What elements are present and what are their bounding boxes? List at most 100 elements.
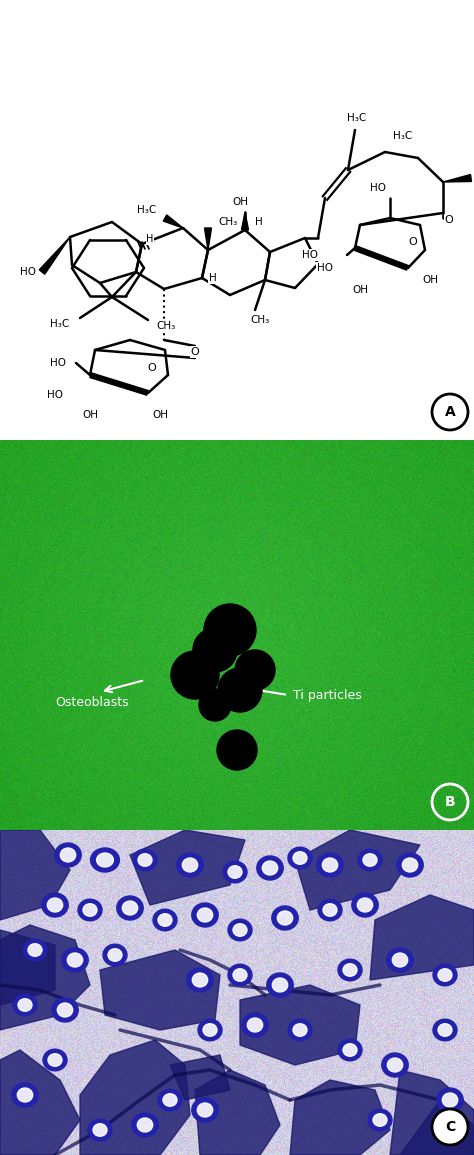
Text: CH₃: CH₃ <box>219 217 237 228</box>
Text: H₃C: H₃C <box>137 204 156 215</box>
Polygon shape <box>370 895 474 979</box>
Polygon shape <box>400 1100 474 1155</box>
Ellipse shape <box>288 1019 312 1041</box>
Ellipse shape <box>17 1088 33 1102</box>
Polygon shape <box>0 830 70 921</box>
Ellipse shape <box>438 969 452 982</box>
Text: CH₃: CH₃ <box>250 315 270 325</box>
Polygon shape <box>0 930 55 1005</box>
Ellipse shape <box>197 1103 213 1117</box>
Ellipse shape <box>137 1118 153 1132</box>
Ellipse shape <box>382 1053 408 1076</box>
Ellipse shape <box>247 1018 263 1033</box>
Text: HO: HO <box>50 358 66 368</box>
Polygon shape <box>443 174 472 182</box>
Ellipse shape <box>78 900 102 921</box>
Ellipse shape <box>67 953 82 967</box>
Text: CH₃: CH₃ <box>156 321 176 331</box>
Text: HO: HO <box>302 249 318 260</box>
Ellipse shape <box>47 897 63 912</box>
Ellipse shape <box>48 1053 62 1066</box>
Polygon shape <box>100 951 220 1030</box>
Polygon shape <box>39 237 70 274</box>
Ellipse shape <box>322 858 337 872</box>
Text: H: H <box>255 217 263 228</box>
Ellipse shape <box>402 858 418 872</box>
Ellipse shape <box>317 854 343 877</box>
Ellipse shape <box>93 1124 107 1137</box>
Ellipse shape <box>192 903 218 927</box>
Ellipse shape <box>138 854 152 866</box>
Text: O: O <box>445 215 453 225</box>
Polygon shape <box>240 985 360 1065</box>
Ellipse shape <box>158 1089 182 1111</box>
Ellipse shape <box>338 959 362 981</box>
Text: C: C <box>445 1120 455 1134</box>
Text: O: O <box>409 237 418 247</box>
Circle shape <box>432 1109 468 1145</box>
Ellipse shape <box>132 1113 158 1137</box>
Ellipse shape <box>277 911 293 925</box>
Polygon shape <box>130 830 245 906</box>
Ellipse shape <box>397 854 423 877</box>
Circle shape <box>199 690 231 721</box>
Ellipse shape <box>103 944 127 966</box>
Ellipse shape <box>13 994 37 1015</box>
Ellipse shape <box>288 848 312 869</box>
Ellipse shape <box>57 1003 73 1018</box>
Ellipse shape <box>97 854 113 867</box>
Circle shape <box>235 650 275 690</box>
Ellipse shape <box>338 1040 362 1060</box>
Circle shape <box>193 628 237 672</box>
Ellipse shape <box>198 1019 222 1041</box>
Ellipse shape <box>197 908 213 922</box>
Text: HO: HO <box>317 263 333 273</box>
Text: H: H <box>146 234 154 244</box>
Ellipse shape <box>442 1093 458 1106</box>
Ellipse shape <box>228 866 242 878</box>
Polygon shape <box>164 215 183 228</box>
Ellipse shape <box>223 862 247 882</box>
Circle shape <box>218 668 262 711</box>
Ellipse shape <box>12 1083 38 1106</box>
Text: O: O <box>191 346 200 357</box>
Ellipse shape <box>387 1058 403 1072</box>
Ellipse shape <box>228 919 252 941</box>
Polygon shape <box>195 1070 280 1155</box>
Circle shape <box>217 730 257 770</box>
Ellipse shape <box>192 1098 218 1122</box>
Ellipse shape <box>267 973 293 997</box>
Polygon shape <box>241 213 248 230</box>
Text: H₃C: H₃C <box>347 113 366 122</box>
Ellipse shape <box>318 900 342 921</box>
Ellipse shape <box>373 1113 387 1126</box>
Ellipse shape <box>133 849 157 871</box>
Ellipse shape <box>91 848 119 872</box>
Text: HO: HO <box>20 267 36 277</box>
Text: OH: OH <box>82 410 98 420</box>
Ellipse shape <box>158 914 172 926</box>
Ellipse shape <box>343 963 357 976</box>
Ellipse shape <box>177 854 203 877</box>
Ellipse shape <box>163 1094 177 1106</box>
Ellipse shape <box>357 897 373 912</box>
Ellipse shape <box>62 948 88 973</box>
Text: Osteoblasts: Osteoblasts <box>55 695 128 708</box>
Text: B: B <box>445 795 456 808</box>
Text: H: H <box>209 273 217 283</box>
Ellipse shape <box>323 903 337 916</box>
Ellipse shape <box>272 978 288 992</box>
Text: O: O <box>147 363 156 373</box>
Ellipse shape <box>392 953 408 967</box>
Ellipse shape <box>437 1088 463 1112</box>
Text: OH: OH <box>422 275 438 285</box>
Ellipse shape <box>262 860 278 875</box>
Ellipse shape <box>257 856 283 880</box>
Text: OH: OH <box>352 285 368 295</box>
Ellipse shape <box>60 848 76 862</box>
Ellipse shape <box>343 1044 357 1057</box>
Polygon shape <box>170 1055 230 1100</box>
Text: A: A <box>445 405 456 419</box>
Ellipse shape <box>117 896 143 921</box>
Ellipse shape <box>28 944 42 956</box>
